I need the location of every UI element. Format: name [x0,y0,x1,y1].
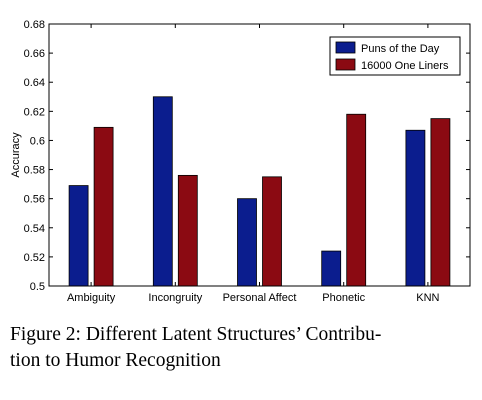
bar-puns-of-the-day-incongruity [152,96,173,287]
bar-one-liners-incongruity [177,174,198,287]
bar-puns-of-the-day-personal-affect [237,198,257,287]
legend-label: Puns of the Day [361,43,440,55]
bars-group [68,96,451,287]
legend-swatch [335,41,356,54]
y-tick-label: 0.6 [30,135,45,147]
legend-swatch [335,58,356,71]
legend-label: 16000 One Liners [361,60,449,72]
y-tick-label: 0.5 [30,281,45,293]
axis-ticks: 0.5 0.52 0.54 0.56 0.58 0.6 0.62 0.64 0.66 0.68 Am… [24,19,470,304]
legend: Puns of the Day 16000 One Liners [329,36,461,76]
x-tick-label: Ambiguity [67,292,116,304]
bar-one-liners-knn [430,118,451,287]
y-tick-label: 0.66 [24,48,45,60]
bar-chart: 0.5 0.52 0.54 0.56 0.58 0.6 0.62 0.64 0.66 0.68 Am… [10,19,471,304]
bar-one-liners-phonetic [346,113,367,287]
y-tick-label: 0.58 [24,165,45,177]
y-tick-label: 0.52 [24,252,45,264]
x-tick-label: Phonetic [322,292,365,304]
x-tick-label: Personal Affect [223,292,297,304]
y-tick-label: 0.54 [24,223,45,235]
y-tick-label: 0.68 [24,19,45,31]
bar-one-liners-personal-affect [262,176,282,287]
bar-puns-of-the-day-phonetic [321,250,342,287]
x-tick-label: Incongruity [148,292,202,304]
y-tick-label: 0.64 [24,77,45,89]
figure-caption: Figure 2: Different Latent Structures’ C… [10,322,472,374]
bar-puns-of-the-day-knn [405,129,426,287]
y-tick-label: 0.62 [24,106,45,118]
bar-puns-of-the-day-ambiguity [68,185,89,287]
x-tick-label: KNN [416,292,439,304]
bar-one-liners-ambiguity [93,126,114,287]
y-tick-label: 0.56 [24,194,45,206]
y-axis-label: Accuracy [10,132,22,178]
caption-line-2: tion to Humor Recognition [10,350,221,371]
caption-line-1: Figure 2: Different Latent Structures’ C… [10,324,382,345]
